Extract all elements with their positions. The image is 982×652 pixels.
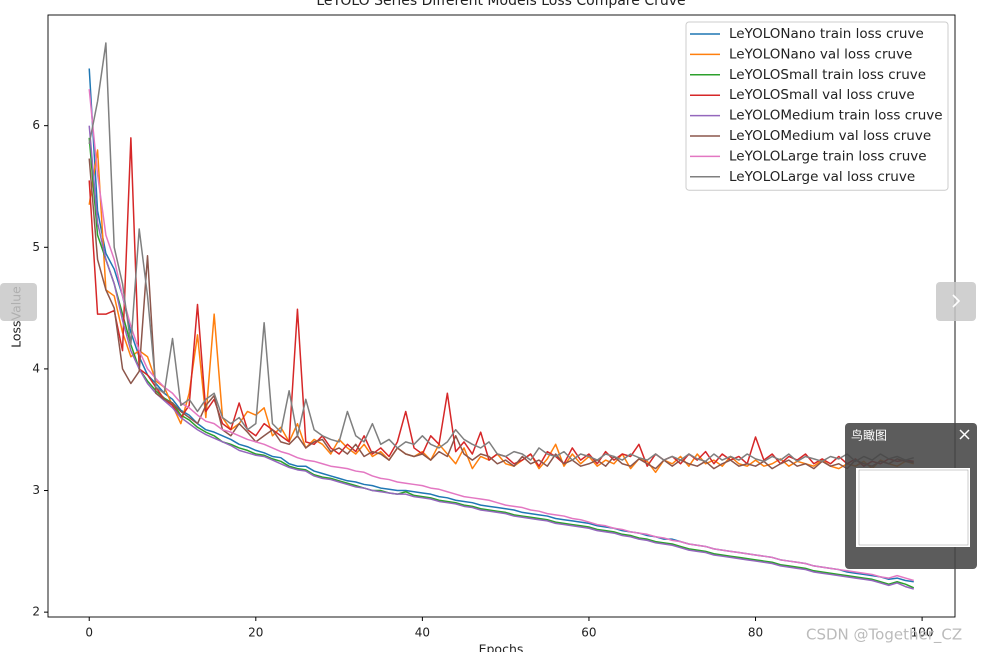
legend-label: LeYOLOLarge train loss cruve [729,148,927,164]
chart-title: LeYOLO Series Different Models Loss Comp… [316,0,685,9]
overview-thumbnail [856,468,970,547]
overview-title: 鸟瞰图 [851,428,887,443]
y-tick-label: 6 [32,118,40,132]
line-series [88,125,914,590]
line-series [88,158,914,470]
line-series [88,42,914,463]
overview-panel: 鸟瞰图 [845,423,977,569]
line-series [88,89,914,582]
legend-label: LeYOLOSmall val loss cruve [729,87,915,103]
next-button[interactable] [936,282,976,321]
next-icon [952,294,961,308]
legend: LeYOLONano train loss cruve LeYOLONano va… [685,21,949,191]
x-tick-label: 40 [415,626,430,640]
line-series [88,149,914,474]
y-tick-label: 5 [32,240,40,254]
y-tick-label: 3 [32,483,40,497]
legend-label: LeYOLONano val loss cruve [729,46,912,62]
x-tick-label: 20 [248,626,263,640]
plot-area: 0 20 40 60 80 100 2 3 4 5 6 LeYOLONano train loss c… [32,14,956,640]
x-tick-label: 60 [581,626,596,640]
legend-label: LeYOLOMedium train loss cruve [729,108,943,124]
y-tick-label: 4 [32,361,40,375]
legend-box [685,21,949,191]
x-tick-label: 100 [911,626,934,640]
overview-close[interactable] [959,429,970,440]
y-tick-label: 2 [32,605,40,619]
legend-label: LeYOLOLarge val loss cruve [729,169,915,185]
legend-label: LeYOLONano train loss cruve [729,26,924,42]
legend-label: LeYOLOMedium val loss cruve [729,128,931,144]
watermark: CSDN @Together_CZ [806,626,962,645]
legend-label: LeYOLOSmall train loss cruve [729,67,926,83]
x-tick-label: 80 [748,626,763,640]
x-tick-label: 0 [85,626,93,640]
x-axis-label: Epochs [479,642,524,652]
overview-frame [858,469,969,546]
prev-button[interactable] [0,283,37,321]
